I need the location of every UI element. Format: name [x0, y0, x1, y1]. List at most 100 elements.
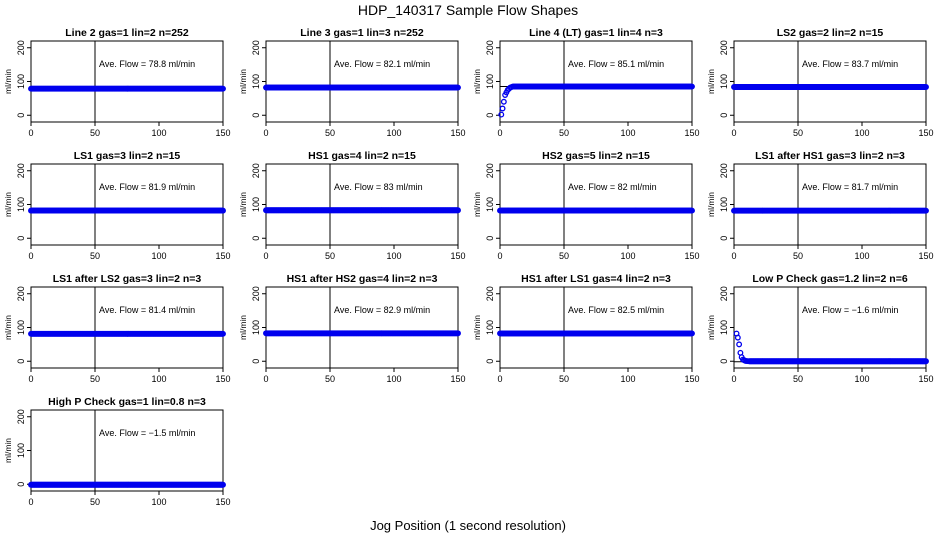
- x-tick-label: 0: [731, 128, 736, 138]
- x-tick-label: 0: [263, 374, 268, 384]
- x-tick-label: 50: [559, 128, 569, 138]
- average-flow-annotation: Ave. Flow = 81.4 ml/min: [99, 305, 195, 315]
- x-tick-label: 100: [620, 374, 635, 384]
- data-point: [736, 341, 743, 348]
- x-tick-label: 100: [151, 374, 166, 384]
- y-axis-label: ml/min: [472, 315, 482, 340]
- y-tick-label: 100: [16, 443, 26, 458]
- x-tick-label: 150: [450, 128, 465, 138]
- data-point: [689, 207, 695, 214]
- panel-3: Line 4 (LT) gas=1 lin=4 n=3 0 100 200 ml/min…: [472, 27, 700, 138]
- plot-frame: [30, 40, 224, 123]
- plot-frame: [30, 409, 224, 492]
- y-tick-label: 100: [16, 320, 26, 335]
- x-tick-label: 150: [684, 374, 699, 384]
- y-axis-label: ml/min: [238, 69, 248, 94]
- panel-title: LS1 gas=3 lin=2 n=15: [74, 150, 181, 162]
- y-tick-label: 200: [485, 163, 495, 178]
- average-flow-annotation: Ave. Flow = 78.8 ml/min: [99, 59, 195, 69]
- x-tick-label: 100: [386, 251, 401, 261]
- average-flow-annotation: Ave. Flow = 82 ml/min: [568, 182, 657, 192]
- panel-4: LS2 gas=2 lin=2 n=15 0 100 200 ml/min 0 50 100 1…: [706, 27, 934, 138]
- plot-frame: [733, 286, 927, 369]
- y-axis-label: ml/min: [706, 315, 716, 340]
- plot-frame: [265, 163, 459, 246]
- y-tick-label: 200: [16, 40, 26, 55]
- x-tick-label: 100: [151, 497, 166, 507]
- x-tick-label: 50: [325, 251, 335, 261]
- panel-title: High P Check gas=1 lin=0.8 n=3: [48, 396, 206, 408]
- x-tick-label: 100: [386, 374, 401, 384]
- x-tick-label: 0: [28, 251, 33, 261]
- panel-8: LS1 after HS1 gas=3 lin=2 n=3 0 100 200 ml/m…: [706, 150, 934, 261]
- y-tick-label: 0: [485, 359, 495, 364]
- x-tick-label: 100: [854, 128, 869, 138]
- x-tick-label: 150: [215, 497, 230, 507]
- panel-7: HS2 gas=5 lin=2 n=15 0 100 200 ml/min 0 50 100 1…: [472, 150, 700, 261]
- data-point: [923, 358, 929, 365]
- x-tick-label: 0: [731, 251, 736, 261]
- y-tick-label: 100: [16, 197, 26, 212]
- data-point: [923, 84, 929, 90]
- y-tick-label: 0: [485, 113, 495, 118]
- y-axis-label: ml/min: [3, 69, 13, 94]
- data-point: [498, 111, 505, 118]
- y-axis-label: ml/min: [238, 315, 248, 340]
- y-tick-label: 100: [251, 320, 261, 335]
- panel-title: Line 3 gas=1 lin=3 n=252: [300, 27, 424, 39]
- figure-title: HDP_140317 Sample Flow Shapes: [357, 2, 579, 18]
- x-tick-label: 150: [918, 128, 933, 138]
- y-axis-label: ml/min: [3, 315, 13, 340]
- x-tick-label: 50: [559, 251, 569, 261]
- x-tick-label: 0: [263, 251, 268, 261]
- y-tick-label: 100: [485, 74, 495, 89]
- x-tick-label: 0: [28, 128, 33, 138]
- x-tick-label: 50: [325, 128, 335, 138]
- average-flow-annotation: Ave. Flow = 83.7 ml/min: [802, 59, 898, 69]
- y-tick-label: 200: [719, 163, 729, 178]
- data-point: [220, 207, 226, 214]
- y-axis-label: ml/min: [472, 192, 482, 217]
- x-tick-label: 100: [151, 128, 166, 138]
- x-tick-label: 0: [263, 128, 268, 138]
- panel-title: LS1 after LS2 gas=3 lin=2 n=3: [53, 273, 202, 285]
- data-point: [734, 334, 741, 341]
- plot-frame: [30, 286, 224, 369]
- x-axis-caption: Jog Position (1 second resolution): [370, 518, 566, 533]
- x-tick-label: 50: [90, 128, 100, 138]
- x-tick-label: 50: [90, 497, 100, 507]
- panel-title: Line 2 gas=1 lin=2 n=252: [65, 27, 189, 39]
- y-axis-label: ml/min: [706, 192, 716, 217]
- y-tick-label: 0: [16, 236, 26, 241]
- y-tick-label: 200: [485, 286, 495, 301]
- panel-11: HS1 after LS1 gas=4 lin=2 n=3 0 100 200 ml/m…: [472, 273, 700, 384]
- x-tick-label: 100: [854, 374, 869, 384]
- y-axis-label: ml/min: [3, 192, 13, 217]
- average-flow-annotation: Ave. Flow = 82.9 ml/min: [334, 305, 430, 315]
- x-tick-label: 150: [684, 251, 699, 261]
- y-tick-label: 100: [251, 74, 261, 89]
- data-point: [499, 105, 506, 112]
- panel-title: HS1 after LS1 gas=4 lin=2 n=3: [521, 273, 671, 285]
- y-tick-label: 100: [251, 197, 261, 212]
- panel-2: Line 3 gas=1 lin=3 n=252 0 100 200 ml/min 0 50…: [238, 27, 466, 138]
- panel-title: HS1 after HS2 gas=4 lin=2 n=3: [287, 273, 438, 285]
- data-point: [689, 83, 695, 90]
- data-point: [689, 330, 695, 337]
- plot-frame: [265, 286, 459, 369]
- y-tick-label: 100: [719, 197, 729, 212]
- y-tick-label: 200: [16, 409, 26, 424]
- average-flow-annotation: Ave. Flow = −1.5 ml/min: [99, 428, 195, 438]
- x-tick-label: 50: [90, 374, 100, 384]
- plot-frame: [265, 40, 459, 123]
- y-tick-label: 100: [719, 74, 729, 89]
- y-axis-label: ml/min: [472, 69, 482, 94]
- x-tick-label: 50: [793, 128, 803, 138]
- x-tick-label: 0: [497, 128, 502, 138]
- panel-6: HS1 gas=4 lin=2 n=15 0 100 200 ml/min 0 50 100 1…: [238, 150, 466, 261]
- x-tick-label: 100: [620, 128, 635, 138]
- y-tick-label: 100: [485, 320, 495, 335]
- panel-title: Line 4 (LT) gas=1 lin=4 n=3: [529, 27, 663, 39]
- x-tick-label: 150: [215, 128, 230, 138]
- x-tick-label: 100: [620, 251, 635, 261]
